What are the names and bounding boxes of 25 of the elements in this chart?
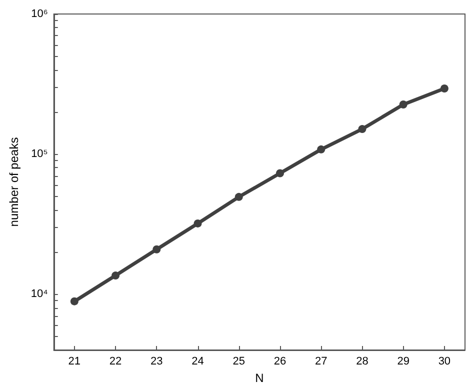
x-tick-label: 28 bbox=[356, 356, 368, 368]
point bbox=[112, 272, 120, 280]
x-tick-label: 27 bbox=[314, 356, 328, 368]
y-axis-title: number of peaks bbox=[7, 137, 21, 227]
x-tick-label: 23 bbox=[150, 356, 163, 368]
y-tick-label: 10⁴ bbox=[30, 288, 48, 300]
x-axis-title: N bbox=[255, 371, 264, 385]
x-tick-label: 25 bbox=[232, 356, 245, 368]
point bbox=[399, 100, 408, 108]
point bbox=[276, 169, 284, 178]
point bbox=[317, 145, 326, 154]
point bbox=[234, 192, 243, 201]
x-tick-label: 21 bbox=[68, 356, 81, 368]
x-tick-label: 29 bbox=[397, 356, 410, 368]
x-tick-label: 22 bbox=[109, 356, 122, 368]
point bbox=[440, 84, 448, 92]
point bbox=[70, 297, 78, 306]
x-tick-label: 26 bbox=[274, 356, 286, 368]
point bbox=[358, 125, 366, 134]
y-tick-label: 10⁵ bbox=[31, 148, 48, 160]
x-tick-label: 24 bbox=[192, 356, 204, 368]
x-tick-label: 30 bbox=[438, 356, 451, 368]
y-tick-label: 10⁶ bbox=[31, 8, 48, 20]
point bbox=[152, 245, 161, 254]
point bbox=[194, 219, 202, 228]
